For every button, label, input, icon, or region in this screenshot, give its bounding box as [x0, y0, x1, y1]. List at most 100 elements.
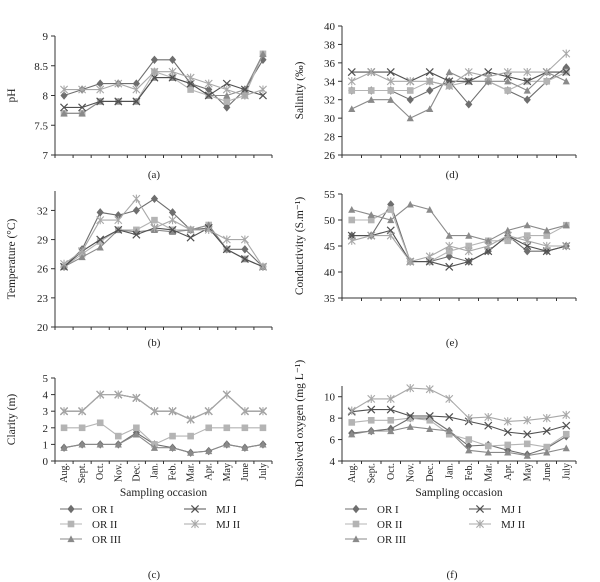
marker-mj-i	[542, 426, 551, 436]
marker-or-iii	[259, 50, 267, 57]
marker-mj-ii	[503, 417, 512, 426]
marker-mj-ii	[114, 390, 123, 399]
marker-mj-i	[425, 411, 434, 421]
marker-or-ii	[367, 416, 375, 424]
y-tick-label: 32	[37, 205, 48, 217]
marker-or-iii	[187, 449, 195, 456]
marker-mj-ii	[222, 390, 231, 399]
marker-or-i	[406, 95, 414, 104]
marker-or-iii	[484, 237, 492, 244]
x-tick-label: Oct.	[95, 463, 106, 480]
y-tick-label: 45	[324, 241, 336, 253]
x-tick-label: Sept.	[366, 463, 377, 483]
y-tick-label: 2	[43, 423, 49, 435]
series-or-i	[60, 428, 267, 457]
y-tick-label: 40	[324, 21, 336, 33]
marker-or-i	[352, 504, 360, 514]
series-line	[351, 235, 567, 263]
marker-or-iii	[348, 430, 356, 438]
marker-mj-ii	[191, 519, 199, 529]
marker-mj-i	[150, 73, 159, 82]
marker-mj-i	[186, 79, 195, 88]
x-tick-label: Mar.	[483, 463, 494, 482]
marker-or-i	[241, 245, 249, 254]
marker-mj-ii	[186, 225, 195, 234]
marker-mj-ii	[132, 194, 141, 203]
marker-or-iii	[223, 440, 231, 448]
y-tick-label: 26	[324, 150, 336, 162]
series-line	[64, 77, 264, 108]
series-line	[64, 53, 264, 114]
legend-label: OR III	[377, 534, 406, 546]
marker-or-iii	[406, 423, 414, 430]
y-tick-label: 40	[324, 267, 336, 279]
y-tick-label: 23	[37, 293, 49, 305]
marker-mj-i	[562, 68, 571, 77]
series-line	[64, 422, 263, 446]
legend-right: OR I OR II OR III MJ I MJ II	[345, 504, 525, 546]
marker-mj-ii	[347, 406, 356, 415]
marker-or-iii	[114, 440, 122, 448]
panel-5: 35 40 45 50 55 Conductivity (S.m⁻¹) (e)	[294, 189, 577, 349]
marker-or-ii	[426, 416, 434, 424]
marker-mj-ii	[542, 241, 551, 251]
series-or-i	[348, 63, 570, 109]
series-or-iii	[348, 423, 570, 459]
legend-label: OR II	[92, 519, 118, 531]
y-tick-label: 4	[43, 390, 49, 402]
marker-mj-i	[406, 411, 415, 421]
marker-mj-ii	[406, 77, 415, 86]
marker-or-iii	[406, 200, 414, 208]
y-tick-label: 8.5	[34, 61, 48, 73]
marker-mj-ii	[150, 67, 159, 76]
series-or-i	[60, 194, 267, 271]
series-line	[63, 433, 264, 454]
marker-or-iii	[445, 427, 453, 435]
marker-or-iii	[543, 448, 551, 456]
marker-mj-ii	[150, 223, 159, 233]
marker-mj-ii	[96, 390, 105, 399]
marker-mj-ii	[132, 393, 141, 403]
marker-or-ii	[169, 432, 176, 440]
x-tick-label: June	[240, 462, 251, 481]
marker-mj-ii	[168, 407, 177, 416]
marker-or-ii	[387, 416, 395, 424]
marker-or-iii	[168, 444, 177, 451]
marker-mj-ii	[204, 225, 213, 234]
y-tick-label: 50	[324, 215, 336, 227]
marker-mj-ii	[562, 241, 571, 251]
x-axis-label: Sampling occasion	[120, 487, 207, 499]
marker-mj-ii	[96, 85, 105, 94]
marker-or-iii	[426, 105, 434, 113]
marker-mj-ii	[347, 236, 356, 245]
marker-mj-i	[258, 91, 267, 100]
series-line	[64, 393, 263, 421]
marker-or-ii	[465, 436, 473, 443]
marker-or-iii	[387, 216, 395, 224]
marker-mj-i	[222, 79, 231, 88]
y-tick-label: 32	[324, 95, 335, 107]
marker-or-i	[67, 504, 75, 514]
marker-mj-ii	[186, 415, 195, 424]
marker-or-iii	[367, 427, 375, 435]
marker-mj-i	[60, 103, 69, 112]
marker-or-ii	[406, 87, 414, 94]
marker-or-iii	[67, 535, 75, 543]
marker-or-iii	[78, 253, 86, 261]
marker-mj-ii	[425, 385, 434, 394]
series-or-ii	[60, 216, 267, 271]
series-or-iii	[348, 200, 570, 244]
marker-mj-ii	[464, 414, 473, 423]
marker-mj-i	[386, 68, 395, 77]
marker-or-i	[96, 208, 104, 217]
marker-mj-ii	[60, 259, 69, 268]
marker-or-iii	[78, 440, 86, 448]
y-tick-label: 8	[330, 413, 336, 425]
marker-mj-ii	[240, 407, 249, 416]
y-tick-label: 26	[37, 264, 49, 276]
y-axis-label: Clarity (m)	[6, 394, 18, 446]
marker-or-ii	[78, 424, 86, 432]
marker-mj-i	[386, 405, 395, 414]
marker-mj-i	[475, 504, 485, 514]
series-line	[63, 198, 264, 268]
